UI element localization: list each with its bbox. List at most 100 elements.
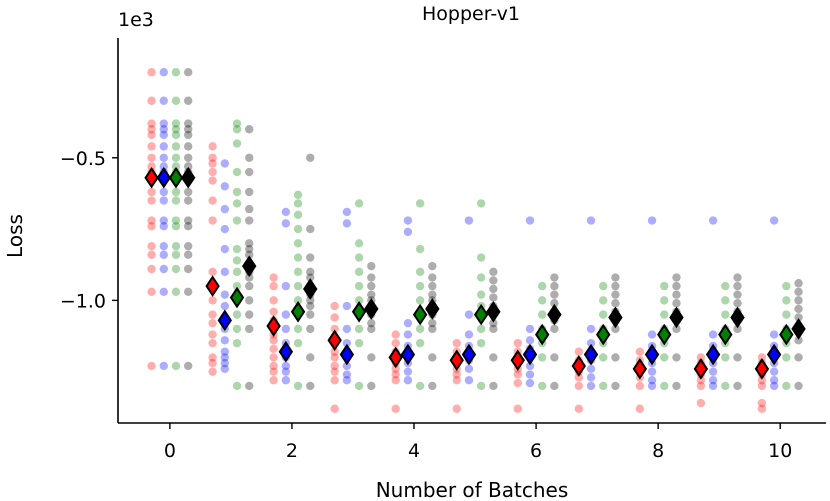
mean-marker [693, 358, 709, 380]
data-point [525, 361, 535, 371]
mean-marker [571, 355, 587, 377]
data-point [183, 264, 193, 274]
data-point [159, 130, 168, 140]
data-point [342, 361, 352, 371]
data-point [660, 296, 669, 305]
data-point [245, 381, 254, 391]
data-point [489, 353, 498, 362]
data-point [599, 310, 608, 319]
mean-marker [583, 343, 599, 366]
data-point [415, 381, 425, 391]
data-point [708, 367, 718, 376]
data-point [293, 267, 303, 277]
data-point [245, 167, 254, 177]
data-point [769, 330, 779, 339]
data-point [525, 216, 535, 225]
data-point [281, 281, 291, 291]
data-point [428, 324, 437, 334]
data-point [183, 142, 193, 151]
mean-marker [144, 166, 159, 189]
mean-marker [412, 303, 428, 326]
data-point [782, 281, 791, 291]
data-point [171, 196, 181, 205]
data-point [147, 187, 156, 197]
data-point [245, 125, 254, 134]
data-point [415, 324, 425, 334]
data-point [476, 324, 486, 334]
data-point [220, 353, 230, 362]
data-point [245, 216, 254, 225]
data-point [159, 264, 168, 274]
data-point [159, 119, 168, 128]
data-point [159, 250, 168, 259]
data-point [415, 267, 425, 277]
data-point [769, 376, 779, 385]
data-point [489, 318, 498, 328]
data-point [733, 273, 742, 282]
data-point [464, 364, 474, 374]
data-point [672, 281, 681, 291]
data-point [293, 239, 303, 248]
data-point [269, 296, 278, 305]
data-point [208, 167, 217, 177]
data-point [159, 361, 168, 371]
data-point [489, 276, 498, 285]
data-point [306, 381, 315, 391]
data-point [391, 364, 400, 374]
chart-title: Hopper-v1 [422, 3, 520, 25]
data-point [672, 353, 681, 362]
data-point [147, 96, 156, 105]
data-point [147, 287, 156, 297]
data-point [171, 222, 181, 231]
data-point [232, 324, 242, 334]
data-point [281, 219, 291, 228]
mean-marker [632, 358, 648, 380]
data-point [147, 162, 156, 171]
data-point [489, 293, 498, 302]
mean-marker [400, 343, 416, 366]
data-point [269, 307, 278, 316]
mean-marker [791, 318, 806, 340]
y-tick-label: −0.5 [60, 148, 106, 170]
mean-marker [339, 343, 355, 366]
data-point [171, 287, 181, 297]
data-point [550, 381, 559, 391]
data-point [183, 68, 193, 77]
data-point [159, 162, 168, 171]
data-point [647, 216, 657, 225]
data-point [245, 281, 254, 291]
data-point [183, 216, 193, 225]
mean-marker [242, 255, 257, 277]
data-point [599, 381, 608, 391]
mean-marker [449, 349, 464, 372]
data-point [232, 244, 242, 254]
data-point [574, 381, 584, 391]
mean-marker [596, 323, 611, 346]
data-point [403, 216, 413, 225]
data-point [232, 267, 242, 277]
data-point [281, 207, 291, 217]
data-point [550, 281, 559, 291]
data-point [183, 187, 193, 197]
data-point [733, 381, 742, 391]
data-point [342, 301, 352, 311]
mean-marker [669, 306, 684, 329]
data-point [293, 210, 303, 220]
data-point [464, 376, 474, 385]
data-point [183, 287, 193, 297]
data-point [660, 381, 669, 391]
data-point [696, 398, 706, 408]
mean-marker [534, 323, 550, 346]
mean-marker [388, 346, 403, 369]
mean-marker [766, 343, 782, 366]
data-point [696, 376, 706, 385]
mean-marker [486, 300, 501, 323]
data-point [330, 324, 339, 334]
data-point [513, 338, 522, 348]
data-point [293, 381, 303, 391]
data-point [574, 347, 584, 356]
mean-marker [303, 278, 318, 300]
mean-marker [351, 300, 367, 323]
data-point [696, 353, 706, 362]
